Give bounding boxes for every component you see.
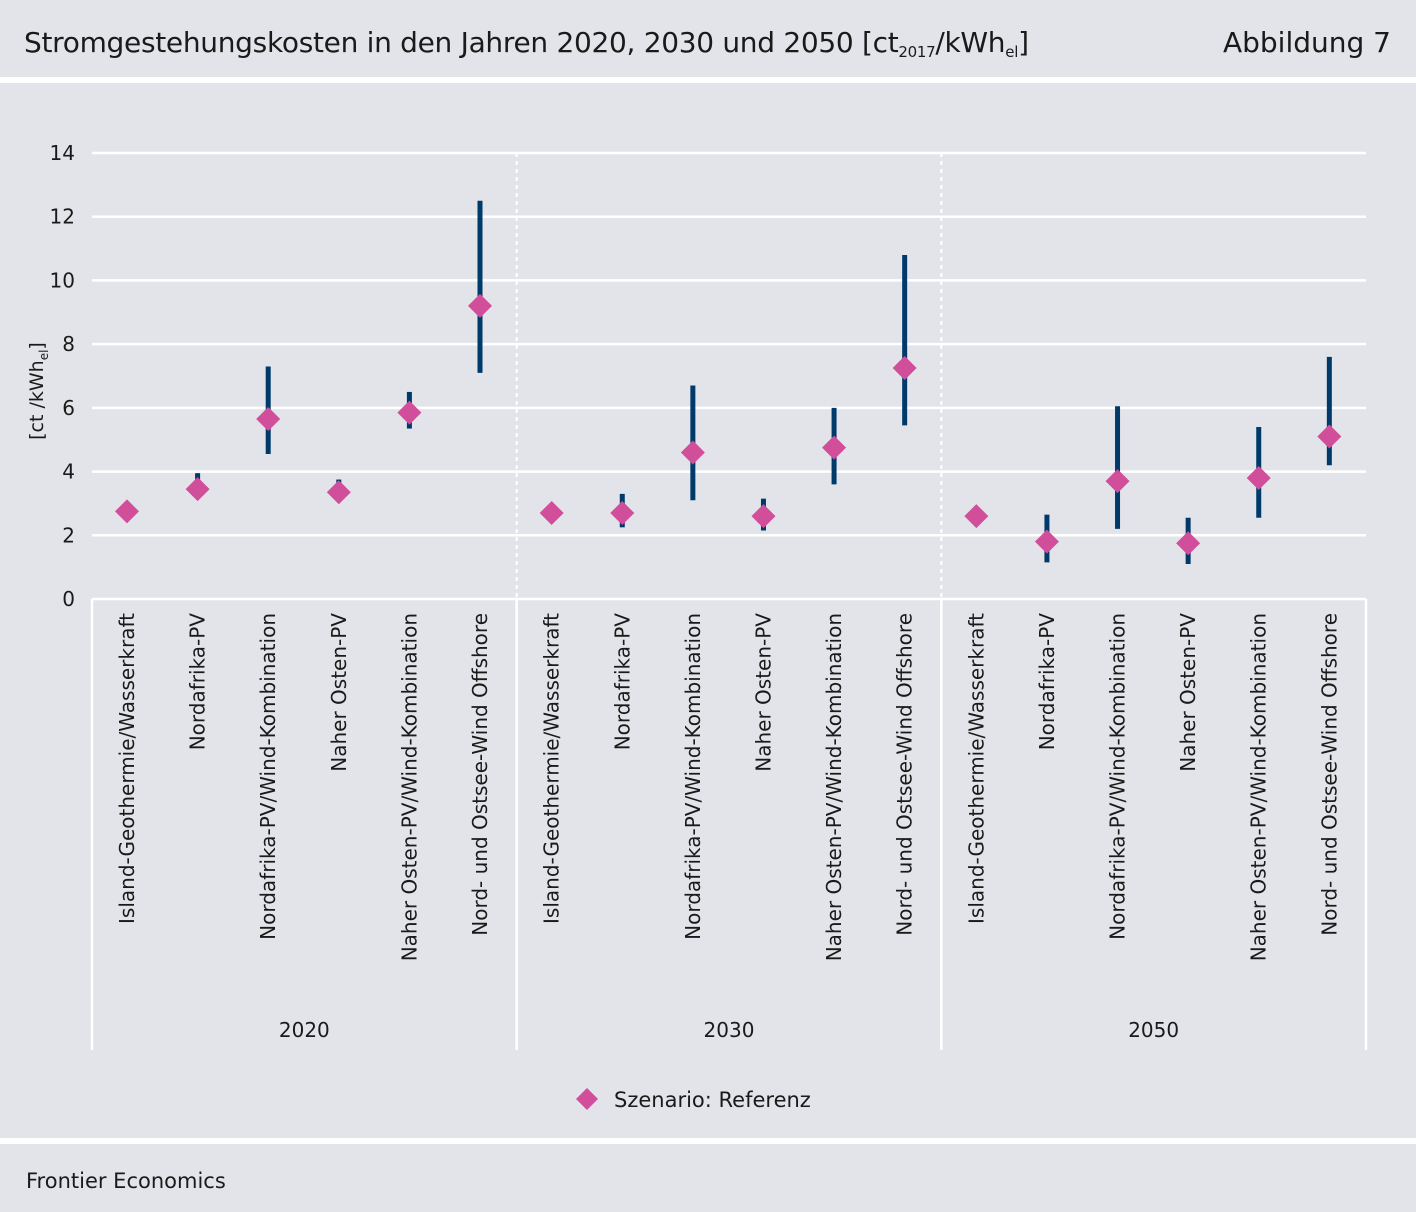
data-point-marker: [468, 293, 492, 318]
data-point-marker: [185, 477, 210, 502]
data-point-marker: [256, 407, 281, 432]
category-label: Nordafrika-PV/Wind-Kombination: [1106, 613, 1130, 940]
category-label: Naher Osten-PV/Wind-Kombination: [397, 613, 421, 961]
data-point-marker: [751, 504, 776, 529]
category-label: Naher Osten-PV/Wind-Kombination: [822, 613, 846, 961]
y-tick-label: 8: [62, 332, 75, 356]
data-point-marker: [1105, 469, 1130, 494]
data-point-marker: [1176, 531, 1201, 556]
data-point-marker: [397, 400, 422, 425]
chart: 0 2 4 6 8 10 12 14 [ct /kWhel] Island-Geothermie/…: [26, 141, 1368, 1112]
category-label: Naher Osten-PV: [751, 613, 775, 772]
y-tick-label: 0: [62, 587, 75, 611]
title-subscript-year: 2017: [898, 43, 936, 61]
footer-band: [0, 1144, 1416, 1212]
category-label: Island-Geothermie/Wasserkraft: [540, 613, 564, 924]
category-label: Island-Geothermie/Wasserkraft: [964, 613, 988, 924]
y-tick-label: 6: [62, 396, 75, 420]
y-tick-label: 12: [50, 205, 75, 229]
data-point-marker: [610, 500, 635, 525]
category-label: Nordafrika-PV: [186, 613, 210, 751]
category-label: Nordafrika-PV: [610, 613, 634, 751]
y-axis-label: [ct /kWhel]: [26, 342, 51, 440]
data-point-marker: [1034, 529, 1059, 554]
group-year-label: 2030: [704, 1018, 755, 1042]
y-tick-label: 14: [50, 141, 75, 165]
category-label: Nordafrika-PV/Wind-Kombination: [681, 613, 705, 940]
title-band: [0, 0, 1416, 77]
data-point-marker: [1246, 465, 1271, 490]
data-point-marker: [680, 440, 705, 465]
title-bracket: ]: [1018, 26, 1029, 59]
y-tick-label: 2: [62, 523, 75, 547]
plot-band: [0, 83, 1416, 1138]
category-label: Nord- und Ostsee-Wind Offshore: [1317, 613, 1341, 936]
group-year-label: 2050: [1128, 1018, 1179, 1042]
data-point-marker: [892, 356, 917, 381]
title-unit: /kWh: [935, 26, 1006, 59]
category-label: Naher Osten-PV/Wind-Kombination: [1247, 613, 1271, 961]
data-point-marker: [539, 500, 564, 525]
legend-label: Szenario: Referenz: [614, 1088, 811, 1112]
data-point-marker: [964, 504, 989, 529]
data-point-marker: [115, 499, 139, 524]
title-subscript-el: el: [1005, 43, 1019, 61]
data-point-marker: [1317, 424, 1342, 449]
figure-label: Abbildung 7: [1222, 26, 1391, 59]
y-tick-label: 4: [62, 460, 75, 484]
data-point-marker: [326, 480, 351, 505]
legend-marker: [576, 1088, 598, 1110]
title-main: Stromgestehungskosten in den Jahren 2020…: [24, 26, 899, 59]
category-label: Nord- und Ostsee-Wind Offshore: [893, 613, 917, 936]
y-tick-label: 10: [50, 268, 75, 292]
data-point-marker: [822, 435, 847, 460]
category-label: Naher Osten-PV: [1176, 613, 1200, 772]
chart-title: Stromgestehungskosten in den Jahren 2020…: [24, 26, 1029, 61]
group-year-label: 2020: [279, 1018, 330, 1042]
category-label: Nord- und Ostsee-Wind Offshore: [468, 613, 492, 936]
category-label: Nordafrika-PV/Wind-Kombination: [256, 613, 280, 940]
source-text: Frontier Economics: [26, 1169, 226, 1193]
category-label: Island-Geothermie/Wasserkraft: [115, 613, 139, 924]
category-label: Nordafrika-PV: [1035, 613, 1059, 751]
category-label: Naher Osten-PV: [327, 613, 351, 772]
